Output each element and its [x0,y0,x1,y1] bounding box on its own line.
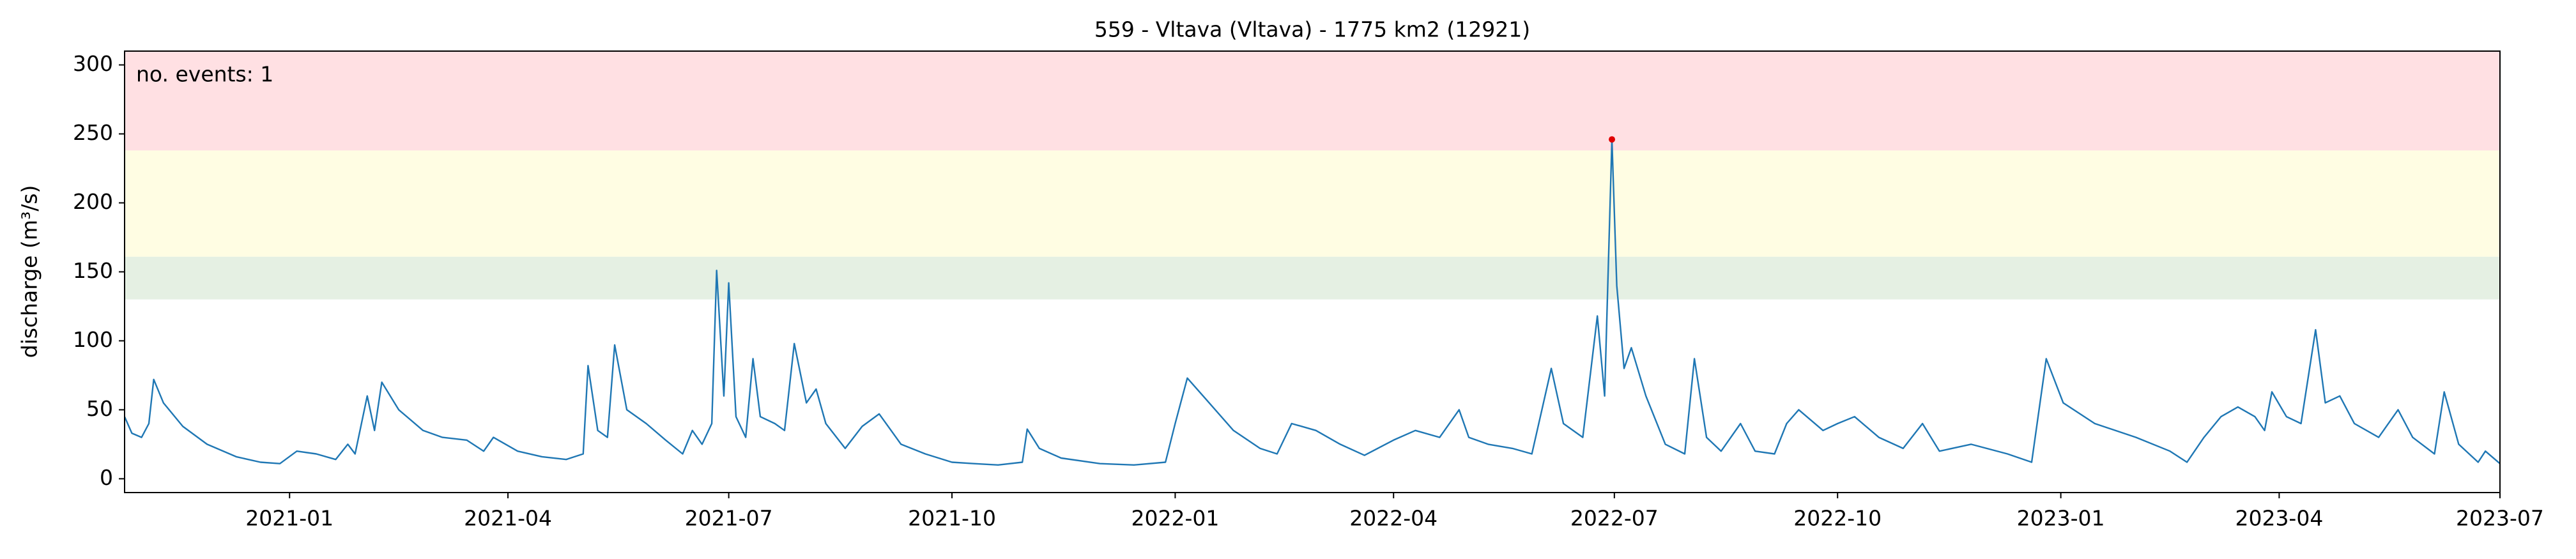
plot-frame [124,50,2501,493]
threshold-band [125,256,2500,300]
y-axis-label: discharge (m³/s) [17,185,42,358]
x-tick-label: 2023-01 [2017,506,2105,531]
x-tick-label: 2021-04 [464,506,552,531]
x-tick-label: 2022-10 [1793,506,1882,531]
y-tick-label: 250 [73,120,113,145]
y-tick-label: 200 [73,189,113,214]
event-marker [1609,136,1616,143]
x-tick-label: 2021-07 [685,506,773,531]
x-tick-label: 2023-07 [2456,506,2544,531]
y-tick-label: 50 [86,396,113,421]
x-tick-label: 2023-04 [2235,506,2323,531]
y-tick-label: 300 [73,51,113,76]
x-tick-label: 2022-07 [1570,506,1659,531]
x-tick-label: 2022-01 [1131,506,1219,531]
chart-title: 559 - Vltava (Vltava) - 1775 km2 (12921) [1094,17,1530,42]
y-tick-label: 0 [100,465,113,490]
x-tick-label: 2022-04 [1349,506,1438,531]
threshold-band [125,51,2500,151]
x-tick-label: 2021-10 [908,506,996,531]
annotation: no. events: 1 [136,62,273,87]
y-tick-label: 150 [73,258,113,283]
discharge-line [123,139,2501,466]
y-tick-label: 100 [73,327,113,352]
x-tick-label: 2021-01 [245,506,334,531]
threshold-band [125,150,2500,257]
